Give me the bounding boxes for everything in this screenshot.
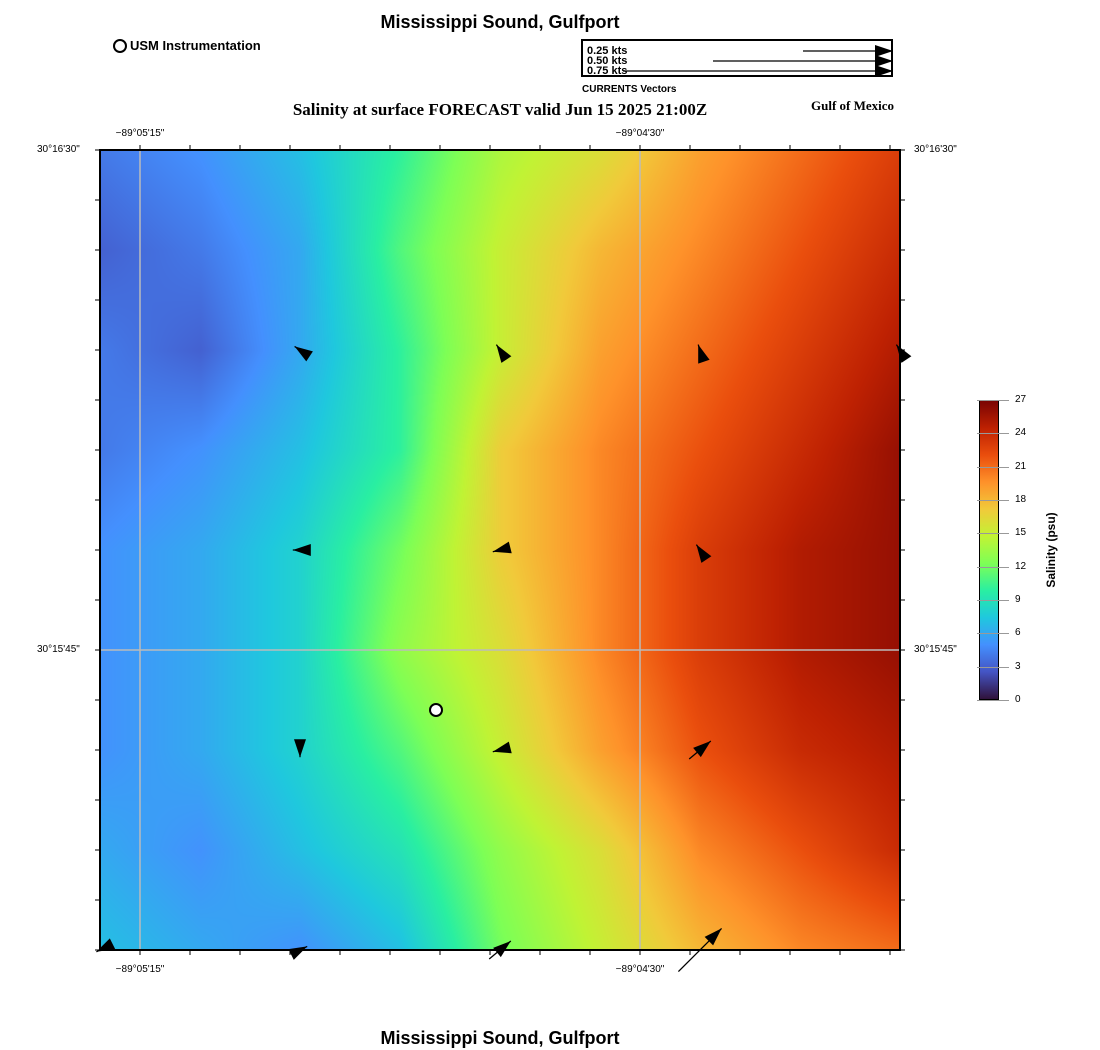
current-vector-arrow [496, 344, 512, 363]
colorbar-label: Salinity (psu) [1044, 512, 1058, 588]
colorbar-tick: 15 [1015, 527, 1027, 539]
colorbar-tick-mark [977, 633, 1009, 635]
colorbar-tick: 24 [1015, 427, 1027, 439]
colorbar-tick: 3 [1015, 660, 1021, 672]
colorbar-tick-mark [977, 500, 1009, 501]
current-vector-arrow [492, 541, 512, 554]
y-tick-label-right: 30°16'30" [914, 144, 957, 155]
current-vector-arrow [704, 928, 722, 946]
colorbar-tick: 9 [1015, 594, 1021, 605]
current-vector-arrow [288, 946, 308, 960]
legend-arrows [623, 45, 893, 77]
page-title: Mississippi Sound, Gulfport [380, 12, 620, 32]
vector-legend: 0.25 kts 0.50 kts 0.75 kts [581, 39, 893, 77]
colorbar-tick: 6 [1015, 627, 1021, 639]
colorbar-tick-mark [977, 433, 1009, 435]
current-vector-arrow [696, 544, 712, 563]
colorbar-tick-mark [977, 700, 1009, 701]
current-vector-arrow [292, 544, 311, 556]
legend-arrow [875, 65, 893, 77]
page-footer: Mississippi Sound, Gulfport [380, 1028, 620, 1048]
current-vector-arrow [693, 741, 711, 758]
current-vector-arrow [493, 941, 511, 958]
legend-arrow [875, 55, 893, 67]
current-vector-arrow [96, 938, 116, 952]
colorbar-tick: 0 [1015, 694, 1021, 705]
colorbar-tick-mark [977, 600, 1009, 601]
x-tick-label-bottom: −89°04'30" [615, 964, 665, 975]
legend-label-050: 0.50 kts [587, 55, 628, 67]
y-tick-label-right: 30°15'45" [914, 644, 957, 655]
legend-label-025: 0.25 kts [587, 45, 628, 57]
colorbar-tick-mark [977, 400, 1009, 401]
y-tick-label-left: 30°16'30" [37, 144, 80, 155]
x-tick-label-top: −89°05'15" [115, 128, 165, 139]
vector-legend-title: CURRENTS Vectors [582, 84, 677, 95]
station-marker-usm[interactable] [429, 703, 443, 717]
station-legend-label: USM Instrumentation [130, 38, 261, 53]
chart-title: Salinity at surface FORECAST valid Jun 1… [292, 100, 708, 119]
colorbar-tick: 12 [1015, 560, 1027, 572]
current-vector-arrow [698, 344, 710, 364]
station-marker-icon [113, 38, 127, 53]
colorbar-tick: 18 [1015, 494, 1027, 505]
current-vector-arrow [294, 739, 306, 758]
y-tick-label-left: 30°15'45" [37, 644, 80, 655]
current-vector-arrow [492, 741, 512, 754]
x-tick-label-bottom: −89°05'15" [115, 964, 165, 975]
legend-arrow [875, 45, 893, 57]
colorbar-tick-mark [977, 666, 1009, 668]
current-vector-arrow [896, 344, 912, 363]
station-legend: USM Instrumentation [113, 38, 261, 53]
current-vector-arrow [294, 346, 313, 362]
colorbar-tick-mark [977, 566, 1009, 568]
legend-label-075: 0.75 kts [587, 65, 628, 77]
colorbar-tick: 27 [1015, 394, 1027, 405]
colorbar-tick: 21 [1015, 460, 1027, 472]
region-label: Gulf of Mexico [811, 98, 895, 113]
x-tick-label-top: −89°04'30" [615, 128, 665, 139]
colorbar-tick-mark [977, 466, 1009, 468]
colorbar-tick-mark [977, 533, 1009, 535]
colorbar [979, 400, 999, 700]
